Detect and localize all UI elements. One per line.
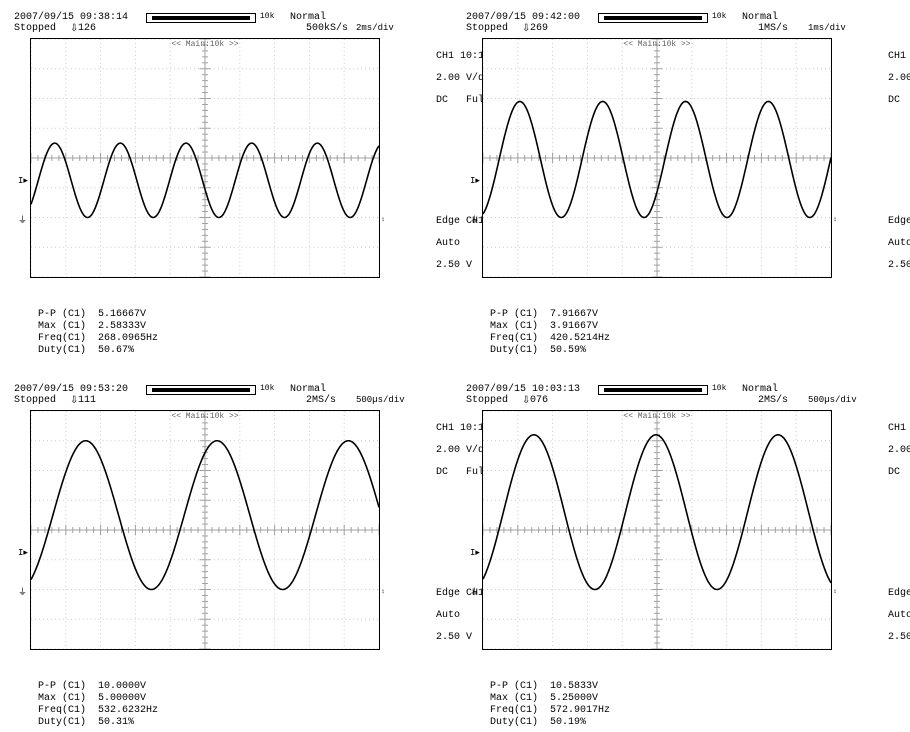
timestamp: 2007/09/15 09:53:20 — [14, 384, 128, 395]
time-div: 1ms/div — [808, 23, 846, 33]
record-position-bar — [598, 13, 708, 23]
normal-label: Normal — [290, 384, 326, 395]
trigger-level: 2.50 V — [888, 260, 910, 271]
ground-marker: ⏚ — [470, 585, 480, 595]
record-position-bar — [146, 385, 256, 395]
sample-rate: 2MS/s — [306, 395, 336, 406]
normal-label: Normal — [742, 12, 778, 23]
time-div: 500µs/div — [356, 395, 405, 405]
measurement-readouts: P-P (C1) 7.91667V Max (C1) 3.91667V Freq… — [490, 309, 610, 357]
oscilloscope-panel-0: 2007/09/15 09:38:14 Stopped ⇩ 126 10k No… — [14, 12, 450, 357]
trigger-edge-icon: ⨾ — [834, 213, 836, 225]
stopped-label: Stopped — [466, 23, 508, 34]
panel-header: 2007/09/15 09:53:20 Stopped ⇩ 111 10k No… — [14, 384, 450, 406]
trigger-level-marker: I▸ — [18, 176, 28, 186]
ground-marker: ⏚ — [470, 213, 480, 223]
timestamp: 2007/09/15 09:42:00 — [466, 12, 580, 23]
record-position-bar — [598, 385, 708, 395]
panel-body: << Main:10k >> I▸ ⏚ ⨾ CH1 10:1 2.00 V/di… — [14, 406, 450, 658]
trigger-edge-icon: ⨾ — [382, 213, 384, 225]
panel-body: << Main:10k >> I▸ ⏚ ⨾ CH1 10:1 2.00 V/di… — [466, 406, 902, 658]
trigger-config: Edge CH1 ⨾ Auto 2.50 V — [388, 577, 450, 654]
trigger-source: Edge CH1 ⨾ — [888, 588, 910, 599]
stopped-label: Stopped — [14, 23, 56, 34]
channel-config: CH1 10:1 2.00 V/div DC Full — [388, 412, 450, 489]
oscilloscope-panel-1: 2007/09/15 09:42:00 Stopped ⇩ 269 10k No… — [466, 12, 902, 357]
main-window-tag: << Main:10k >> — [171, 412, 238, 421]
ch-coupling: DC Full — [888, 95, 910, 106]
record-length: 10k — [260, 384, 274, 393]
record-length: 10k — [712, 12, 726, 21]
trigger-level-marker: I▸ — [470, 548, 480, 558]
trigger-mode: Auto — [888, 610, 910, 621]
normal-label: Normal — [742, 384, 778, 395]
trigger-config: Edge CH1 ⨾ Auto 2.50 V — [840, 205, 902, 282]
ch-vdiv: 2.00 V/div — [888, 445, 910, 456]
main-window-tag: << Main:10k >> — [623, 412, 690, 421]
stopped-label: Stopped — [14, 395, 56, 406]
oscilloscope-panel-2: 2007/09/15 09:53:20 Stopped ⇩ 111 10k No… — [14, 384, 450, 729]
sample-rate: 1MS/s — [758, 23, 788, 34]
waveform-display: << Main:10k >> — [482, 38, 832, 278]
ground-marker: ⏚ — [18, 213, 28, 223]
trigger-mode: Auto — [888, 238, 910, 249]
ch-vdiv: 2.00 V/div — [888, 73, 910, 84]
main-window-tag: << Main:10k >> — [623, 40, 690, 49]
measurement-readouts: P-P (C1) 5.16667V Max (C1) 2.58333V Freq… — [38, 309, 158, 357]
stopped-label: Stopped — [466, 395, 508, 406]
record-position-bar — [146, 13, 256, 23]
ch-coupling: DC Full — [888, 467, 910, 478]
trigger-source: Edge CH1 ⨾ — [888, 216, 910, 227]
trigger-level-marker: I▸ — [18, 548, 28, 558]
measurement-readouts: P-P (C1) 10.0000V Max (C1) 5.00000V Freq… — [38, 681, 158, 729]
time-div: 2ms/div — [356, 23, 394, 33]
sample-rate: 500kS/s — [306, 23, 348, 34]
acq-count: 076 — [530, 395, 548, 406]
measurement-readouts: P-P (C1) 10.5833V Max (C1) 5.25000V Freq… — [490, 681, 610, 729]
ch-probe: CH1 10:1 — [888, 423, 910, 434]
timestamp: 2007/09/15 09:38:14 — [14, 12, 128, 23]
channel-config: CH1 10:1 2.00 V/div DC Full — [388, 40, 450, 117]
acq-count: 269 — [530, 23, 548, 34]
ch-probe: CH1 10:1 — [888, 51, 910, 62]
trigger-edge-icon: ⨾ — [834, 585, 836, 597]
waveform-display: << Main:10k >> — [30, 38, 380, 278]
panel-header: 2007/09/15 09:42:00 Stopped ⇩ 269 10k No… — [466, 12, 902, 34]
panel-header: 2007/09/15 10:03:13 Stopped ⇩ 076 10k No… — [466, 384, 902, 406]
trigger-edge-icon: ⨾ — [382, 585, 384, 597]
timestamp: 2007/09/15 10:03:13 — [466, 384, 580, 395]
trigger-mode: Auto — [436, 238, 460, 249]
trigger-level-marker: I▸ — [470, 176, 480, 186]
trigger-level: 2.50 V — [888, 632, 910, 643]
ground-marker: ⏚ — [18, 585, 28, 595]
record-length: 10k — [712, 384, 726, 393]
acq-count: 126 — [78, 23, 96, 34]
acq-count: 111 — [78, 395, 96, 406]
waveform-display: << Main:10k >> — [30, 410, 380, 650]
panel-body: << Main:10k >> I▸ ⏚ ⨾ CH1 10:1 2.00 V/di… — [14, 34, 450, 286]
channel-config: CH1 10:1 2.00 V/div DC Full — [840, 412, 902, 489]
sample-rate: 2MS/s — [758, 395, 788, 406]
channel-config: CH1 10:1 2.00 V/div DC Full — [840, 40, 902, 117]
trigger-config: Edge CH1 ⨾ Auto 2.50 V — [840, 577, 902, 654]
oscilloscope-quad-view: 2007/09/15 09:38:14 Stopped ⇩ 126 10k No… — [0, 0, 910, 732]
oscilloscope-panel-3: 2007/09/15 10:03:13 Stopped ⇩ 076 10k No… — [466, 384, 902, 729]
trigger-config: Edge CH1 ⨾ Auto 2.50 V — [388, 205, 450, 282]
normal-label: Normal — [290, 12, 326, 23]
waveform-display: << Main:10k >> — [482, 410, 832, 650]
time-div: 500µs/div — [808, 395, 857, 405]
trigger-mode: Auto — [436, 610, 460, 621]
panel-header: 2007/09/15 09:38:14 Stopped ⇩ 126 10k No… — [14, 12, 450, 34]
main-window-tag: << Main:10k >> — [171, 40, 238, 49]
record-length: 10k — [260, 12, 274, 21]
panel-body: << Main:10k >> I▸ ⏚ ⨾ CH1 10:1 2.00 V/di… — [466, 34, 902, 286]
